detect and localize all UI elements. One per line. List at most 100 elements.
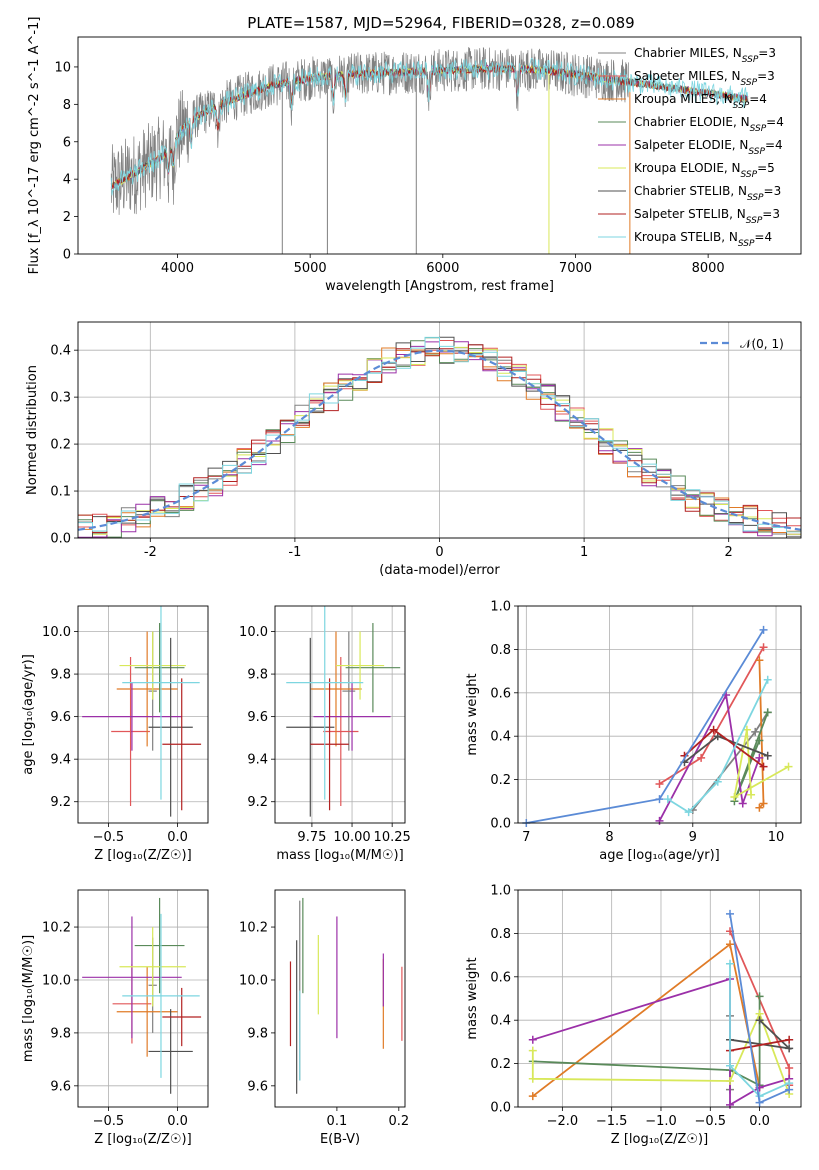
spectrum-xlabel: wavelength [Angstrom, rest frame] — [325, 279, 554, 294]
spectrum-xtick-label-0: 4000 — [161, 261, 194, 276]
legend-label-6: Chabrier STELIB, NSSP=3 — [634, 184, 781, 203]
mass-vs-ebv-ytick-label-3: 10.2 — [239, 921, 268, 936]
weight-vs-age-marker-5-3 — [747, 790, 756, 799]
legend-nssp-8: 4 — [764, 230, 772, 244]
weight-vs-age-panel: 7 8 9 10 0.0 0.2 0.4 0.6 0.8 1.0 age [log₁₀(age/yr… — [465, 600, 802, 863]
weight-vs-metallicity-ytick-label-3: 0.6 — [490, 970, 511, 985]
weight-vs-age-series-5 — [733, 729, 789, 799]
age-vs-metallicity-ylabel: age [log₁₀(age/yr)] — [21, 654, 36, 775]
weight-vs-age-ytick-label-4: 0.8 — [490, 643, 511, 658]
weight-vs-metallicity-series-3 — [532, 996, 761, 1087]
age-vs-metallicity-ytick-label-0: 9.2 — [50, 795, 71, 810]
weight-vs-age-marker-1-0 — [655, 779, 664, 788]
mass-vs-metallicity-ytick-label-0: 9.6 — [50, 1079, 71, 1094]
weight-vs-age-xtick-label-0: 7 — [522, 830, 530, 845]
legend-nssp-6: 3 — [774, 184, 782, 198]
weight-vs-age-marker-4-2 — [738, 799, 747, 808]
weight-vs-metallicity-marker-3-3 — [755, 992, 764, 1001]
weight-vs-metallicity-ytick-label-1: 0.2 — [490, 1057, 511, 1072]
mass-vs-ebv-panel: 0.1 0.2 9.6 9.8 10.0 10.2 E(B-V) — [239, 889, 409, 1147]
legend-label-0: Chabrier MILES, NSSP=3 — [634, 46, 776, 65]
weight-vs-age-marker-4-0 — [655, 816, 664, 825]
age-vs-metallicity-panel: −0.5 0.0 9.2 9.4 9.6 9.8 10.0 Z [log₁₀(Z/Z☉)] ag… — [21, 605, 209, 863]
spectrum-model-line-8 — [110, 57, 749, 196]
weight-vs-age-marker-9-1 — [655, 795, 664, 804]
weight-vs-age-series-4 — [658, 692, 761, 822]
weight-vs-age-marker-2-2 — [755, 803, 764, 812]
age-vs-metallicity-ytick-label-1: 9.4 — [50, 753, 71, 768]
mass-vs-metallicity-ytick-label-3: 10.2 — [42, 921, 71, 936]
age-vs-metallicity-ytick-label-4: 10.0 — [42, 625, 71, 640]
legend-model-name-6: Chabrier STELIB — [634, 184, 730, 198]
age-vs-metallicity-xlabel: Z [log₁₀(Z/Z☉)] — [94, 848, 191, 863]
legend-label-2: Kroupa MILES, NSSP=4 — [634, 92, 767, 111]
weight-vs-age-ytick-label-2: 0.4 — [490, 730, 511, 745]
weight-vs-metallicity-ytick-label-5: 1.0 — [490, 884, 511, 899]
spectrum-ytick-label-3: 6 — [63, 135, 71, 150]
residuals-xtick-label-4: 2 — [725, 545, 733, 560]
weight-vs-metallicity-ytick-label-0: 0.0 — [490, 1101, 511, 1116]
mass-vs-metallicity-xlabel: Z [log₁₀(Z/Z☉)] — [94, 1132, 191, 1147]
weight-vs-metallicity-marker-8-0 — [726, 959, 735, 968]
legend-model-name-5: Kroupa ELODIE — [634, 161, 724, 175]
weight-vs-metallicity-panel: −2.0 −1.5 −1.0 −0.5 0.0 0.0 0.2 0.4 0.6 0.8 1.0 Z [… — [465, 884, 802, 1147]
legend-nssp-4: 4 — [775, 138, 783, 152]
weight-vs-age-marker-1-1 — [697, 753, 706, 762]
legend-nssp-5: 5 — [767, 161, 775, 175]
residuals-xtick-label-2: 0 — [435, 545, 443, 560]
legend-model-name-4: Salpeter ELODIE — [634, 138, 732, 152]
weight-vs-age-series-9 — [526, 629, 765, 823]
spectrum-ytick-label-5: 10 — [54, 60, 71, 75]
legend-nssp-7: 3 — [772, 207, 780, 221]
legend-model-name-2: Kroupa MILES — [634, 92, 716, 106]
weight-vs-metallicity-marker-7-1 — [785, 1035, 794, 1044]
weight-vs-age-marker-8-3 — [763, 675, 772, 684]
legend-model-name-1: Salpeter MILES — [634, 69, 724, 83]
weight-vs-metallicity-marker-9-2 — [785, 1085, 794, 1094]
legend-label-8: Kroupa STELIB, NSSP=4 — [634, 230, 772, 249]
age-vs-mass-xtick-label-1: 10.00 — [333, 830, 370, 845]
age-vs-metallicity-xtick-label-0: −0.5 — [93, 830, 125, 845]
age-vs-mass-frame — [274, 605, 406, 824]
weight-vs-age-marker-8-1 — [684, 808, 693, 817]
residuals-xtick-label-0: -2 — [144, 545, 157, 560]
age-vs-mass-panel: 9.75 10.00 10.25 9.2 9.4 9.6 9.8 10.0 mass [log₁… — [239, 605, 411, 863]
age-vs-mass-xtick-label-0: 9.75 — [297, 830, 326, 845]
residuals-ytick-label-0: 0.0 — [50, 532, 71, 547]
weight-vs-age-series-8 — [667, 679, 769, 814]
weight-vs-age-marker-3-2 — [755, 736, 764, 745]
weight-vs-age-marker-8-0 — [663, 795, 672, 804]
weight-vs-age-marker-7-2 — [759, 762, 768, 771]
legend-model-name-8: Kroupa STELIB — [634, 230, 721, 244]
residuals-xtick-label-3: 1 — [580, 545, 588, 560]
weight-vs-metallicity-marker-4-0 — [528, 1035, 537, 1044]
age-vs-mass-xtick-label-2: 10.25 — [374, 830, 411, 845]
weight-vs-age-marker-2-0 — [755, 656, 764, 665]
weight-vs-metallicity-marker-2-1 — [726, 940, 735, 949]
mass-vs-metallicity-xtick-label-1: 0.0 — [167, 1114, 188, 1129]
weight-vs-metallicity-marker-5-2 — [726, 1076, 735, 1085]
age-vs-mass-xlabel: mass [log₁₀(M/M☉)] — [276, 848, 403, 863]
weight-vs-age-xlabel: age [log₁₀(age/yr)] — [599, 848, 720, 863]
weight-vs-age-marker-1-2 — [759, 643, 768, 652]
mass-vs-ebv-ytick-label-0: 9.6 — [247, 1079, 268, 1094]
weight-vs-metallicity-marker-5-1 — [528, 1074, 537, 1083]
legend-label-5: Kroupa ELODIE, NSSP=5 — [634, 161, 775, 180]
spectrum-xtick-label-1: 5000 — [294, 261, 327, 276]
mass-vs-ebv-xlabel: E(B-V) — [320, 1132, 360, 1147]
age-vs-metallicity-frame — [77, 605, 209, 824]
weight-vs-age-xtick-label-1: 8 — [605, 830, 613, 845]
legend-nssp-1: 3 — [767, 69, 775, 83]
legend-model-name-3: Chabrier ELODIE — [634, 115, 733, 129]
weight-vs-age-marker-5-1 — [730, 792, 739, 801]
weight-vs-metallicity-xtick-label-4: 0.0 — [749, 1114, 770, 1129]
legend-label-1: Salpeter MILES, NSSP=3 — [634, 69, 775, 88]
weight-vs-metallicity-marker-6-1 — [785, 1044, 794, 1053]
weight-vs-metallicity-marker-1-1 — [785, 1063, 794, 1072]
spectrum-ytick-label-0: 0 — [63, 248, 71, 263]
residuals-ytick-label-1: 0.1 — [50, 485, 71, 500]
age-vs-mass-ytick-label-0: 9.2 — [247, 795, 268, 810]
spectrum-ytick-label-1: 2 — [63, 210, 71, 225]
weight-vs-age-marker-7-1 — [709, 725, 718, 734]
weight-vs-age-marker-2-1 — [759, 799, 768, 808]
